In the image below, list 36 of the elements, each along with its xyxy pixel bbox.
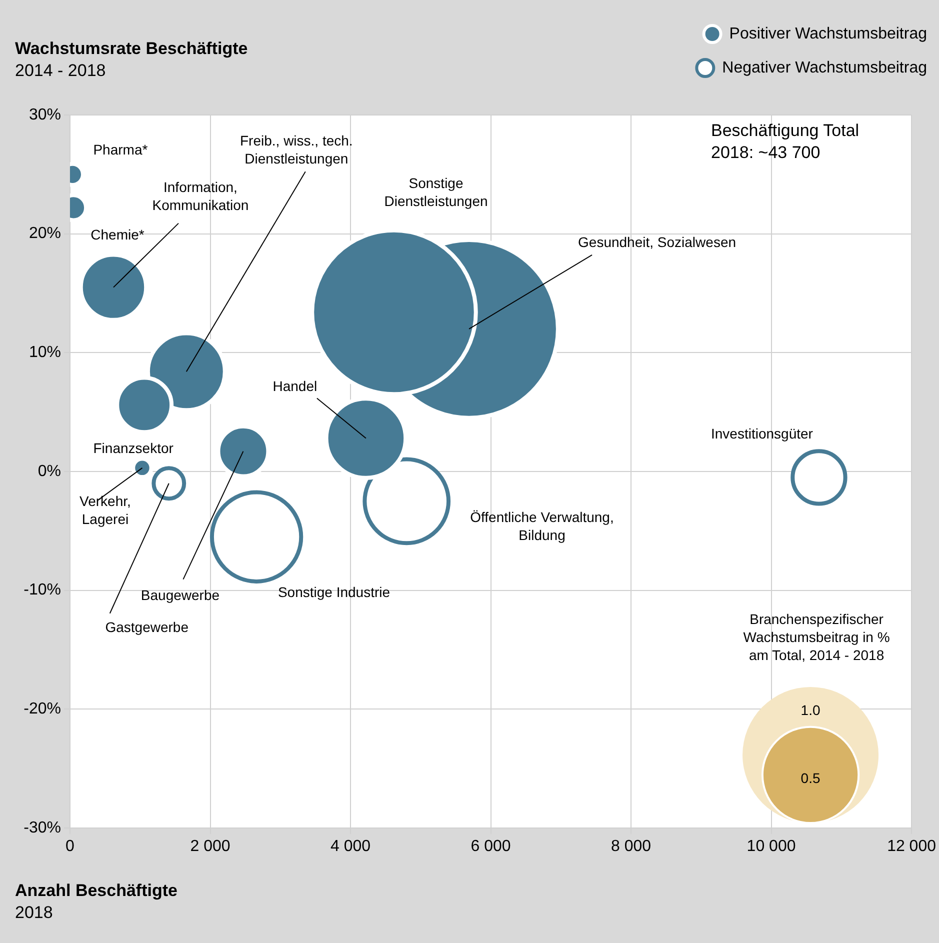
x-tick-label: 2 000 bbox=[190, 838, 230, 856]
y-tick-label: -30% bbox=[24, 819, 61, 836]
annotation: Sonstige Industrie bbox=[278, 584, 390, 600]
x-tick-label: 0 bbox=[66, 838, 75, 856]
x-tick-label: 4 000 bbox=[330, 838, 371, 856]
annotation: Investitionsgüter bbox=[710, 425, 814, 442]
x-tick-label: 8 000 bbox=[610, 838, 652, 856]
x-tick-label: 10 000 bbox=[746, 838, 796, 856]
annotation: Gastgewerbe bbox=[105, 619, 189, 636]
y-axis-title: Wachstumsrate Beschäftigte 2014 - 2018 bbox=[15, 38, 248, 82]
annotation: Verkehr, Lagerei bbox=[80, 492, 131, 527]
annotation: Finanzsektor bbox=[93, 440, 174, 456]
annotation: Pharma* bbox=[93, 141, 148, 158]
legend-label: 0.5 bbox=[800, 770, 820, 786]
annotation: Chemie* bbox=[90, 226, 145, 243]
y-tick-label: 10% bbox=[28, 344, 61, 362]
y-tick-label: -10% bbox=[24, 582, 61, 599]
annotation: Gesundheit, Sozialwesen bbox=[578, 234, 736, 250]
annotation: Baugewerbe bbox=[140, 587, 220, 604]
annotation: Information, Kommunikation bbox=[152, 179, 249, 214]
annotation: Sonstige Dienstleistungen bbox=[384, 174, 488, 209]
y-tick-label: 20% bbox=[28, 225, 61, 242]
y-tick-label: -20% bbox=[24, 700, 61, 718]
legend-label: Positiver Wachstumsbeitrag bbox=[729, 25, 928, 42]
x-axis-title: Anzahl Beschäftigte 2018 bbox=[15, 880, 178, 924]
x-tick-label: 6 000 bbox=[470, 838, 511, 856]
annotation: Öffentliche Verwaltung, Bildung bbox=[470, 508, 614, 543]
annotation: Handel bbox=[272, 378, 318, 394]
legend-title: Branchenspezifischer Wachstumsbeitrag in % am Total, 2014 - 2018 bbox=[743, 610, 890, 663]
y-tick-label: 30% bbox=[28, 106, 61, 124]
annotation: Beschäftigung Total 2018: ~43 700 bbox=[711, 121, 860, 162]
annotation: Freib., wiss., tech. Dienstleistungen bbox=[240, 132, 353, 167]
x-tick-label: 12 000 bbox=[887, 838, 936, 856]
y-tick-label: 0% bbox=[38, 462, 61, 480]
legend-label: Negativer Wachstumsbeitrag bbox=[722, 59, 928, 76]
legend-label: 1.0 bbox=[800, 702, 820, 718]
